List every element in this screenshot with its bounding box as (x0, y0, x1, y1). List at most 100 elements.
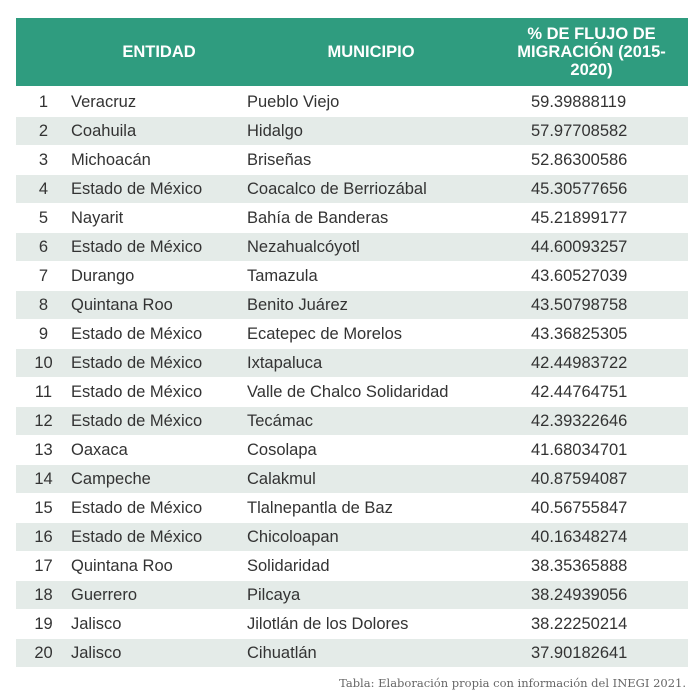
table-row: 7 Durango Tamazula 43.60527039 (16, 261, 688, 291)
table-row: 11 Estado de México Valle de Chalco Solida… (16, 377, 688, 407)
value-cell: 38.35365888 (495, 551, 688, 581)
row-number: 9 (16, 319, 71, 349)
table-header: ENTIDAD MUNICIPIO % DE FLUJO DE MIGRACIÓ… (16, 18, 688, 88)
municipality-cell: Calakmul (247, 464, 495, 494)
entity-cell: Quintana Roo (71, 290, 247, 320)
value-cell: 38.22250214 (495, 609, 688, 639)
row-number: 10 (16, 348, 71, 378)
municipality-cell: Coacalco de Berriozábal (247, 174, 495, 204)
municipality-cell: Tecámac (247, 406, 495, 436)
row-number: 1 (16, 87, 71, 117)
row-number: 2 (16, 116, 71, 146)
table-row: 17 Quintana Roo Solidaridad 38.35365888 (16, 551, 688, 581)
entity-cell: Quintana Roo (71, 551, 247, 581)
municipality-cell: Tamazula (247, 261, 495, 291)
table-row: 12 Estado de México Tecámac 42.39322646 (16, 406, 688, 436)
municipality-cell: Tlalnepantla de Baz (247, 493, 495, 523)
municipality-cell: Cosolapa (247, 435, 495, 465)
municipality-cell: Cihuatlán (247, 638, 495, 668)
entity-cell: Estado de México (71, 406, 247, 436)
table-row: 14 Campeche Calakmul 40.87594087 (16, 464, 688, 494)
value-cell: 40.56755847 (495, 493, 688, 523)
table-row: 1 Veracruz Pueblo Viejo 59.39888119 (16, 87, 688, 117)
value-cell: 43.50798758 (495, 290, 688, 320)
header-cell: ENTIDAD (71, 18, 247, 88)
table-row: 16 Estado de México Chicoloapan 40.16348274 (16, 522, 688, 552)
entity-cell: Estado de México (71, 319, 247, 349)
value-cell: 59.39888119 (495, 87, 688, 117)
header-cell (16, 18, 71, 88)
value-cell: 45.21899177 (495, 203, 688, 233)
table-row: 15 Estado de México Tlalnepantla de Baz 40.… (16, 493, 688, 523)
source-note: Tabla: Elaboración propia con informació… (339, 676, 686, 690)
row-number: 7 (16, 261, 71, 291)
entity-cell: Michoacán (71, 145, 247, 175)
municipality-cell: Hidalgo (247, 116, 495, 146)
entity-cell: Jalisco (71, 609, 247, 639)
entity-cell: Campeche (71, 464, 247, 494)
value-cell: 43.36825305 (495, 319, 688, 349)
entity-cell: Estado de México (71, 232, 247, 262)
row-number: 16 (16, 522, 71, 552)
value-cell: 42.44983722 (495, 348, 688, 378)
table-row: 3 Michoacán Briseñas 52.86300586 (16, 145, 688, 175)
entity-cell: Guerrero (71, 580, 247, 610)
entity-cell: Nayarit (71, 203, 247, 233)
header-text: % DE FLUJO DE MIGRACIÓN (2015-2020) (517, 25, 666, 79)
table-row: 4 Estado de México Coacalco de Berriozábal… (16, 174, 688, 204)
entity-cell: Estado de México (71, 493, 247, 523)
value-cell: 45.30577656 (495, 174, 688, 204)
entity-cell: Coahuila (71, 116, 247, 146)
table-wrap: ENTIDAD MUNICIPIO % DE FLUJO DE MIGRACIÓ… (16, 18, 688, 668)
header-cell: % DE FLUJO DE MIGRACIÓN (2015-2020) (495, 18, 688, 88)
value-cell: 44.60093257 (495, 232, 688, 262)
value-cell: 41.68034701 (495, 435, 688, 465)
row-number: 13 (16, 435, 71, 465)
row-number: 11 (16, 377, 71, 407)
row-number: 14 (16, 464, 71, 494)
value-cell: 57.97708582 (495, 116, 688, 146)
table-body: 1 Veracruz Pueblo Viejo 59.39888119 2 Coahuil… (16, 87, 688, 668)
municipality-cell: Pueblo Viejo (247, 87, 495, 117)
row-number: 15 (16, 493, 71, 523)
table-row: 20 Jalisco Cihuatlán 37.90182641 (16, 638, 688, 668)
municipality-cell: Briseñas (247, 145, 495, 175)
entity-cell: Jalisco (71, 638, 247, 668)
row-number: 6 (16, 232, 71, 262)
entity-cell: Estado de México (71, 377, 247, 407)
municipality-cell: Valle de Chalco Solidaridad (247, 377, 495, 407)
row-number: 3 (16, 145, 71, 175)
table-row: 18 Guerrero Pilcaya 38.24939056 (16, 580, 688, 610)
value-cell: 42.44764751 (495, 377, 688, 407)
entity-cell: Estado de México (71, 522, 247, 552)
municipality-cell: Ecatepec de Morelos (247, 319, 495, 349)
municipality-cell: Solidaridad (247, 551, 495, 581)
value-cell: 40.87594087 (495, 464, 688, 494)
municipality-cell: Jilotlán de los Dolores (247, 609, 495, 639)
header-row: ENTIDAD MUNICIPIO % DE FLUJO DE MIGRACIÓ… (16, 18, 688, 88)
municipality-cell: Nezahualcóyotl (247, 232, 495, 262)
row-number: 5 (16, 203, 71, 233)
row-number: 18 (16, 580, 71, 610)
row-number: 17 (16, 551, 71, 581)
value-cell: 42.39322646 (495, 406, 688, 436)
municipality-cell: Chicoloapan (247, 522, 495, 552)
municipality-cell: Pilcaya (247, 580, 495, 610)
table-row: 6 Estado de México Nezahualcóyotl 44.600932… (16, 232, 688, 262)
entity-cell: Veracruz (71, 87, 247, 117)
table-row: 13 Oaxaca Cosolapa 41.68034701 (16, 435, 688, 465)
value-cell: 40.16348274 (495, 522, 688, 552)
table-row: 8 Quintana Roo Benito Juárez 43.50798758 (16, 290, 688, 320)
table-row: 10 Estado de México Ixtapaluca 42.44983722 (16, 348, 688, 378)
value-cell: 38.24939056 (495, 580, 688, 610)
row-number: 8 (16, 290, 71, 320)
row-number: 12 (16, 406, 71, 436)
entity-cell: Durango (71, 261, 247, 291)
entity-cell: Oaxaca (71, 435, 247, 465)
migration-table: ENTIDAD MUNICIPIO % DE FLUJO DE MIGRACIÓ… (16, 18, 688, 668)
table-row: 5 Nayarit Bahía de Banderas 45.21899177 (16, 203, 688, 233)
entity-cell: Estado de México (71, 348, 247, 378)
row-number: 20 (16, 638, 71, 668)
municipality-cell: Bahía de Banderas (247, 203, 495, 233)
